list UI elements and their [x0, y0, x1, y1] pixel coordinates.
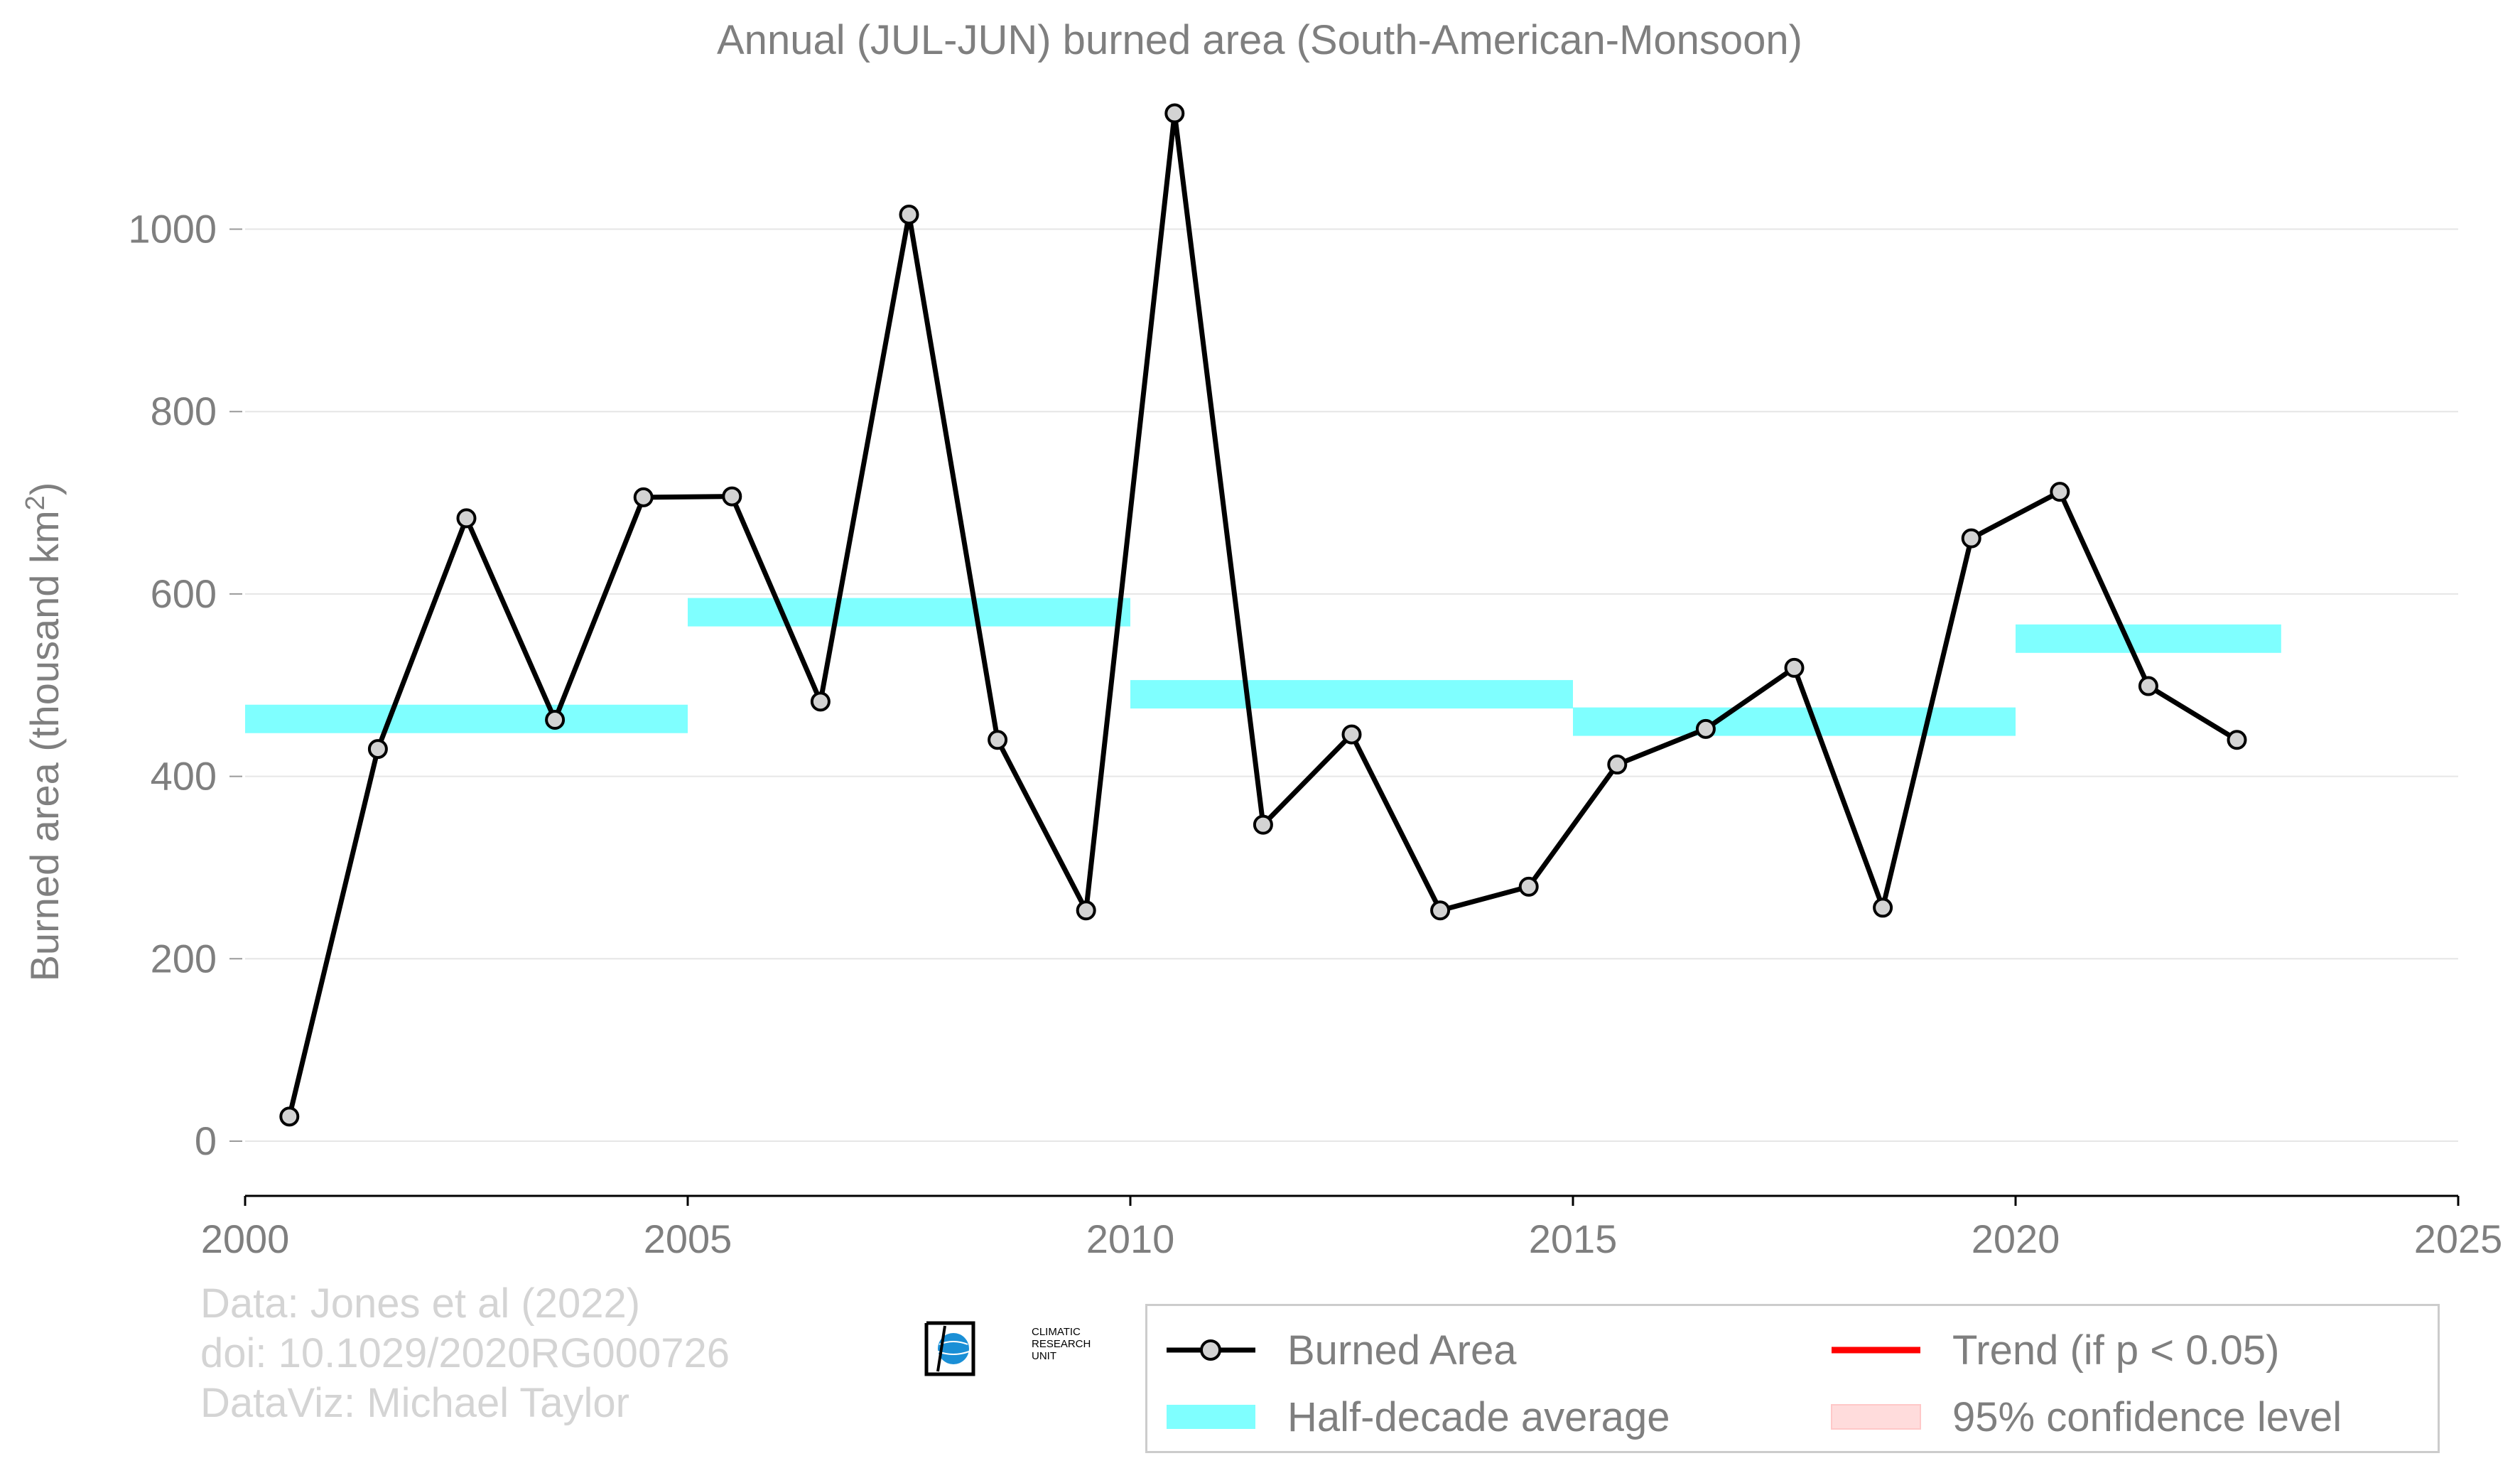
data-point — [1253, 814, 1273, 835]
data-point — [2227, 730, 2247, 750]
data-point — [810, 691, 831, 712]
credit-dataviz: DataViz: Michael Taylor — [200, 1380, 629, 1426]
data-point — [2138, 676, 2158, 696]
data-point — [545, 710, 566, 730]
x-tick-label: 2025 — [2414, 1216, 2503, 1261]
legend-item-burned-area: Burned Area — [1163, 1322, 1516, 1378]
cru-logo-text: CLIMATIC RESEARCH UNIT — [1032, 1326, 1091, 1362]
cru-logo-icon — [924, 1321, 975, 1376]
data-point — [1076, 900, 1096, 921]
legend-item-half-decade: Half-decade average — [1163, 1388, 1670, 1445]
y-tick-label: 200 — [151, 936, 217, 981]
x-tick-label: 2000 — [201, 1216, 290, 1261]
half-decade-band — [1130, 680, 1573, 709]
legend-item-trend: Trend (if p < 0.05) — [1828, 1322, 2279, 1378]
data-point — [1164, 103, 1185, 124]
data-point — [1961, 528, 1981, 549]
data-point — [1341, 724, 1362, 745]
chart-title: Annual (JUL-JUN) burned area (South-Amer… — [717, 17, 1802, 63]
credit-data: Data: Jones et al (2022) — [200, 1280, 641, 1327]
x-tick-label: 2005 — [644, 1216, 732, 1261]
half-decade-band — [688, 598, 1130, 627]
legend-band-icon — [1167, 1405, 1255, 1429]
data-point — [367, 739, 388, 760]
legend-patch-icon — [1831, 1404, 1921, 1430]
data-point — [456, 508, 477, 529]
x-tick-label: 2015 — [1529, 1216, 1618, 1261]
series-burned-area — [279, 103, 2247, 1127]
data-point — [1784, 657, 1805, 678]
data-point — [1695, 718, 1716, 739]
data-point — [899, 204, 919, 225]
x-tick-label: 2010 — [1086, 1216, 1175, 1261]
y-tick-label: 400 — [151, 754, 217, 799]
legend: Burned Area Trend (if p < 0.05) Half-dec… — [1145, 1304, 2440, 1453]
legend-line-icon — [1832, 1347, 1920, 1354]
y-axis-label: Burned area (thousand km2) — [21, 482, 67, 982]
grid — [245, 228, 2458, 1142]
y-tick-label: 1000 — [128, 207, 217, 252]
data-point — [279, 1106, 300, 1127]
data-point — [1430, 900, 1451, 921]
x-tick-label: 2020 — [1972, 1216, 2060, 1261]
y-tick-label: 0 — [195, 1118, 217, 1163]
half-decade-bands — [245, 598, 2281, 736]
data-point — [988, 730, 1008, 750]
half-decade-band — [245, 704, 688, 733]
y-tick-label: 800 — [151, 389, 217, 433]
y-tick-label: 600 — [151, 571, 217, 616]
legend-item-confidence: 95% confidence level — [1828, 1388, 2342, 1445]
half-decade-band — [2016, 624, 2281, 653]
data-point — [1873, 897, 1893, 918]
legend-line-marker-icon — [1167, 1339, 1255, 1361]
data-point — [2050, 482, 2070, 502]
axes: 0 200 400 600 800 1000 2000 2005 2010 2015 2020 202… — [128, 207, 2502, 1261]
data-point — [633, 487, 654, 507]
data-point — [1607, 754, 1628, 775]
half-decade-band — [1573, 707, 2016, 736]
burned-area-line — [286, 111, 2239, 1118]
data-point — [722, 486, 742, 507]
credit-doi: doi: 10.1029/2020RG000726 — [200, 1330, 730, 1376]
data-point — [1518, 876, 1539, 897]
